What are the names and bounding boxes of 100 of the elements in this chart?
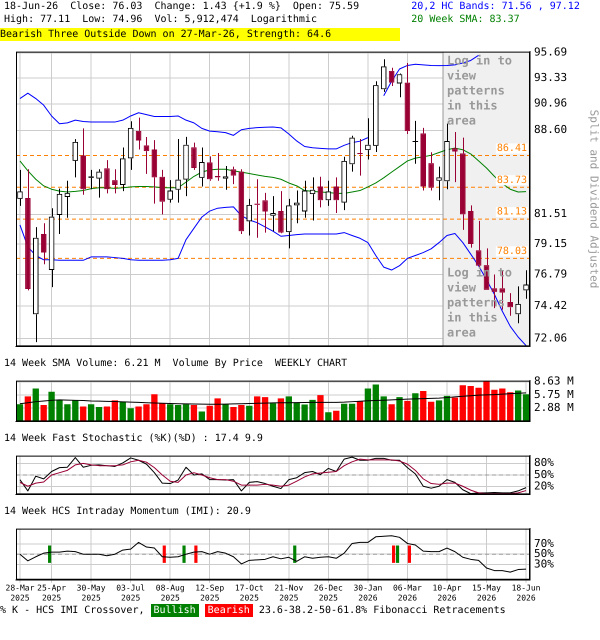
y-tick-label: 81.51 — [534, 207, 568, 220]
text: Volume By Price — [172, 357, 263, 370]
y-tick-label: 95.69 — [534, 46, 568, 59]
candlestick — [238, 168, 244, 234]
y-tick-label: 70% — [534, 536, 554, 550]
x-tick-label: 30-Jan 2026 — [353, 584, 383, 602]
bar — [436, 400, 442, 422]
candlestick — [460, 137, 466, 230]
x-tick-label: 28-Mar 2025 — [6, 584, 35, 602]
bar — [278, 398, 284, 422]
bar — [32, 388, 39, 422]
text: Bullish — [150, 604, 199, 617]
x-tick-label: 30-May 2025 — [76, 584, 106, 602]
band-label: Log in to view patterns in this area — [447, 54, 512, 128]
bar — [198, 412, 205, 422]
candlestick — [262, 192, 268, 234]
bar — [404, 400, 411, 422]
candlestick — [412, 120, 419, 164]
y-tick-label: 93.33 — [534, 70, 568, 84]
y-tick-label: 72.06 — [534, 331, 568, 344]
candlestick — [444, 123, 450, 190]
text: High: 77.11 — [4, 13, 70, 26]
x-tick-label: 06-Mar 2026 — [392, 584, 422, 602]
bar — [333, 410, 340, 422]
y-tick-label: 2.88 M — [534, 401, 574, 414]
text: 18-Jun-26 — [4, 0, 58, 13]
candlestick — [333, 176, 340, 214]
candlestick — [160, 169, 166, 215]
candlestick — [112, 168, 118, 194]
candlestick — [302, 180, 308, 218]
candlestick — [191, 142, 197, 170]
x-tick-label: 26-Dec 2025 — [314, 584, 343, 602]
y-tick-label: 20% — [534, 480, 554, 492]
bar — [80, 406, 86, 422]
bar — [40, 404, 47, 422]
text: Open: 75.59 — [292, 0, 360, 13]
x-tick-label: 18-Jun 2026 — [512, 584, 541, 602]
y-tick-label: 79.15 — [534, 236, 568, 250]
text: 23.6-38.2-50-61.8% Fibonacci Retracements — [258, 604, 506, 617]
y-tick-label: 90.96 — [534, 96, 568, 110]
y-tick-label: 8.63 M — [534, 374, 574, 388]
bar — [16, 404, 24, 422]
candlestick — [40, 222, 46, 265]
candlestick — [48, 208, 54, 288]
candlestick — [72, 138, 78, 178]
candlestick — [404, 62, 410, 134]
chart-title: 14 Week HCS Intraday Momentum (IMI): 20.9 — [4, 505, 251, 518]
ref-line-label: 83.73 — [496, 174, 527, 186]
candlestick — [286, 198, 292, 249]
candlestick — [104, 160, 110, 194]
candlestick — [230, 166, 236, 185]
candlestick — [373, 80, 379, 152]
candlestick — [136, 117, 142, 150]
x-tick-label: 17-Oct 2025 — [234, 584, 264, 602]
candlestick — [388, 67, 394, 87]
x-tick-label: 21-Nov 2025 — [274, 584, 304, 602]
candlestick — [120, 147, 126, 192]
candlestick — [206, 156, 213, 182]
candlestick — [452, 132, 458, 183]
ref-line-label: 81.13 — [496, 206, 527, 218]
candlestick — [33, 226, 39, 343]
candlestick — [476, 220, 482, 268]
text: 20,2 HC Bands: 71.56 , 97.12 — [411, 0, 581, 13]
ref-line-label: 78.03 — [496, 246, 527, 257]
candlestick — [246, 198, 252, 236]
candlestick — [152, 140, 158, 204]
y-tick-label: 88.60 — [534, 123, 568, 136]
candlestick — [175, 138, 181, 204]
bar — [325, 412, 332, 422]
candlestick — [468, 204, 474, 248]
candlestick — [515, 286, 521, 324]
candlestick — [80, 128, 86, 196]
bar — [412, 393, 418, 422]
candlestick — [199, 147, 205, 187]
text: WEEKLY CHART — [274, 357, 348, 370]
candlestick — [294, 190, 300, 224]
x-tick-label: 25-Apr 2025 — [37, 584, 66, 602]
candlestick — [310, 176, 316, 221]
text: Bearish — [204, 604, 253, 617]
candlestick — [56, 188, 62, 234]
candlestick — [183, 136, 189, 197]
bar — [246, 406, 252, 422]
text: % K - HCS IMI Crossover, — [0, 604, 144, 617]
x-tick-label: 15-May 2026 — [472, 584, 502, 602]
chart-title: 14 Week Fast Stochastic (%K)(%D) : 17.4 9.9 — [4, 432, 263, 445]
candlestick — [428, 152, 434, 192]
ref-line-label: 86.41 — [496, 143, 527, 154]
y-tick-label: 76.79 — [534, 267, 568, 280]
bar — [24, 396, 32, 422]
y-tick-label: 80% — [534, 456, 554, 470]
x-tick-label: 03-Jul 2025 — [116, 584, 146, 602]
x-tick-label: 08-Aug 2025 — [156, 584, 185, 602]
x-tick-label: 10-Apr 2026 — [432, 584, 462, 602]
candlestick — [420, 127, 426, 192]
candlestick — [318, 176, 324, 208]
candlestick — [349, 135, 355, 172]
x-tick-label: 12-Sep 2025 — [195, 584, 224, 602]
candlestick — [144, 136, 150, 174]
y-tick-label: 74.42 — [534, 298, 568, 312]
candlestick — [278, 190, 284, 233]
